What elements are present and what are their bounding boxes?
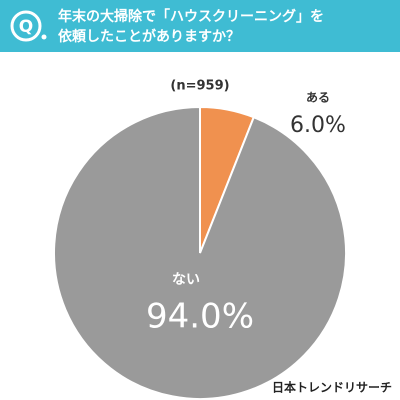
category-label: ない: [172, 272, 200, 288]
q-icon: [10, 10, 42, 42]
title-line: 依頼したことがありますか？: [58, 28, 240, 45]
pie-slice: [53, 105, 347, 400]
pie: [53, 105, 347, 400]
header-band: [0, 0, 400, 52]
value-label: 94.0%: [146, 297, 254, 337]
source: 日本トレンドリサーチ: [272, 380, 392, 395]
title-line: 年末の大掃除で「ハウスクリーニング」を: [58, 8, 324, 25]
subtitle: (n=959): [170, 79, 229, 94]
q-dot: [41, 34, 47, 40]
q-label-visible: Q: [19, 17, 33, 37]
category-label: ある: [306, 91, 330, 105]
value-label: 6.0%: [290, 113, 346, 138]
